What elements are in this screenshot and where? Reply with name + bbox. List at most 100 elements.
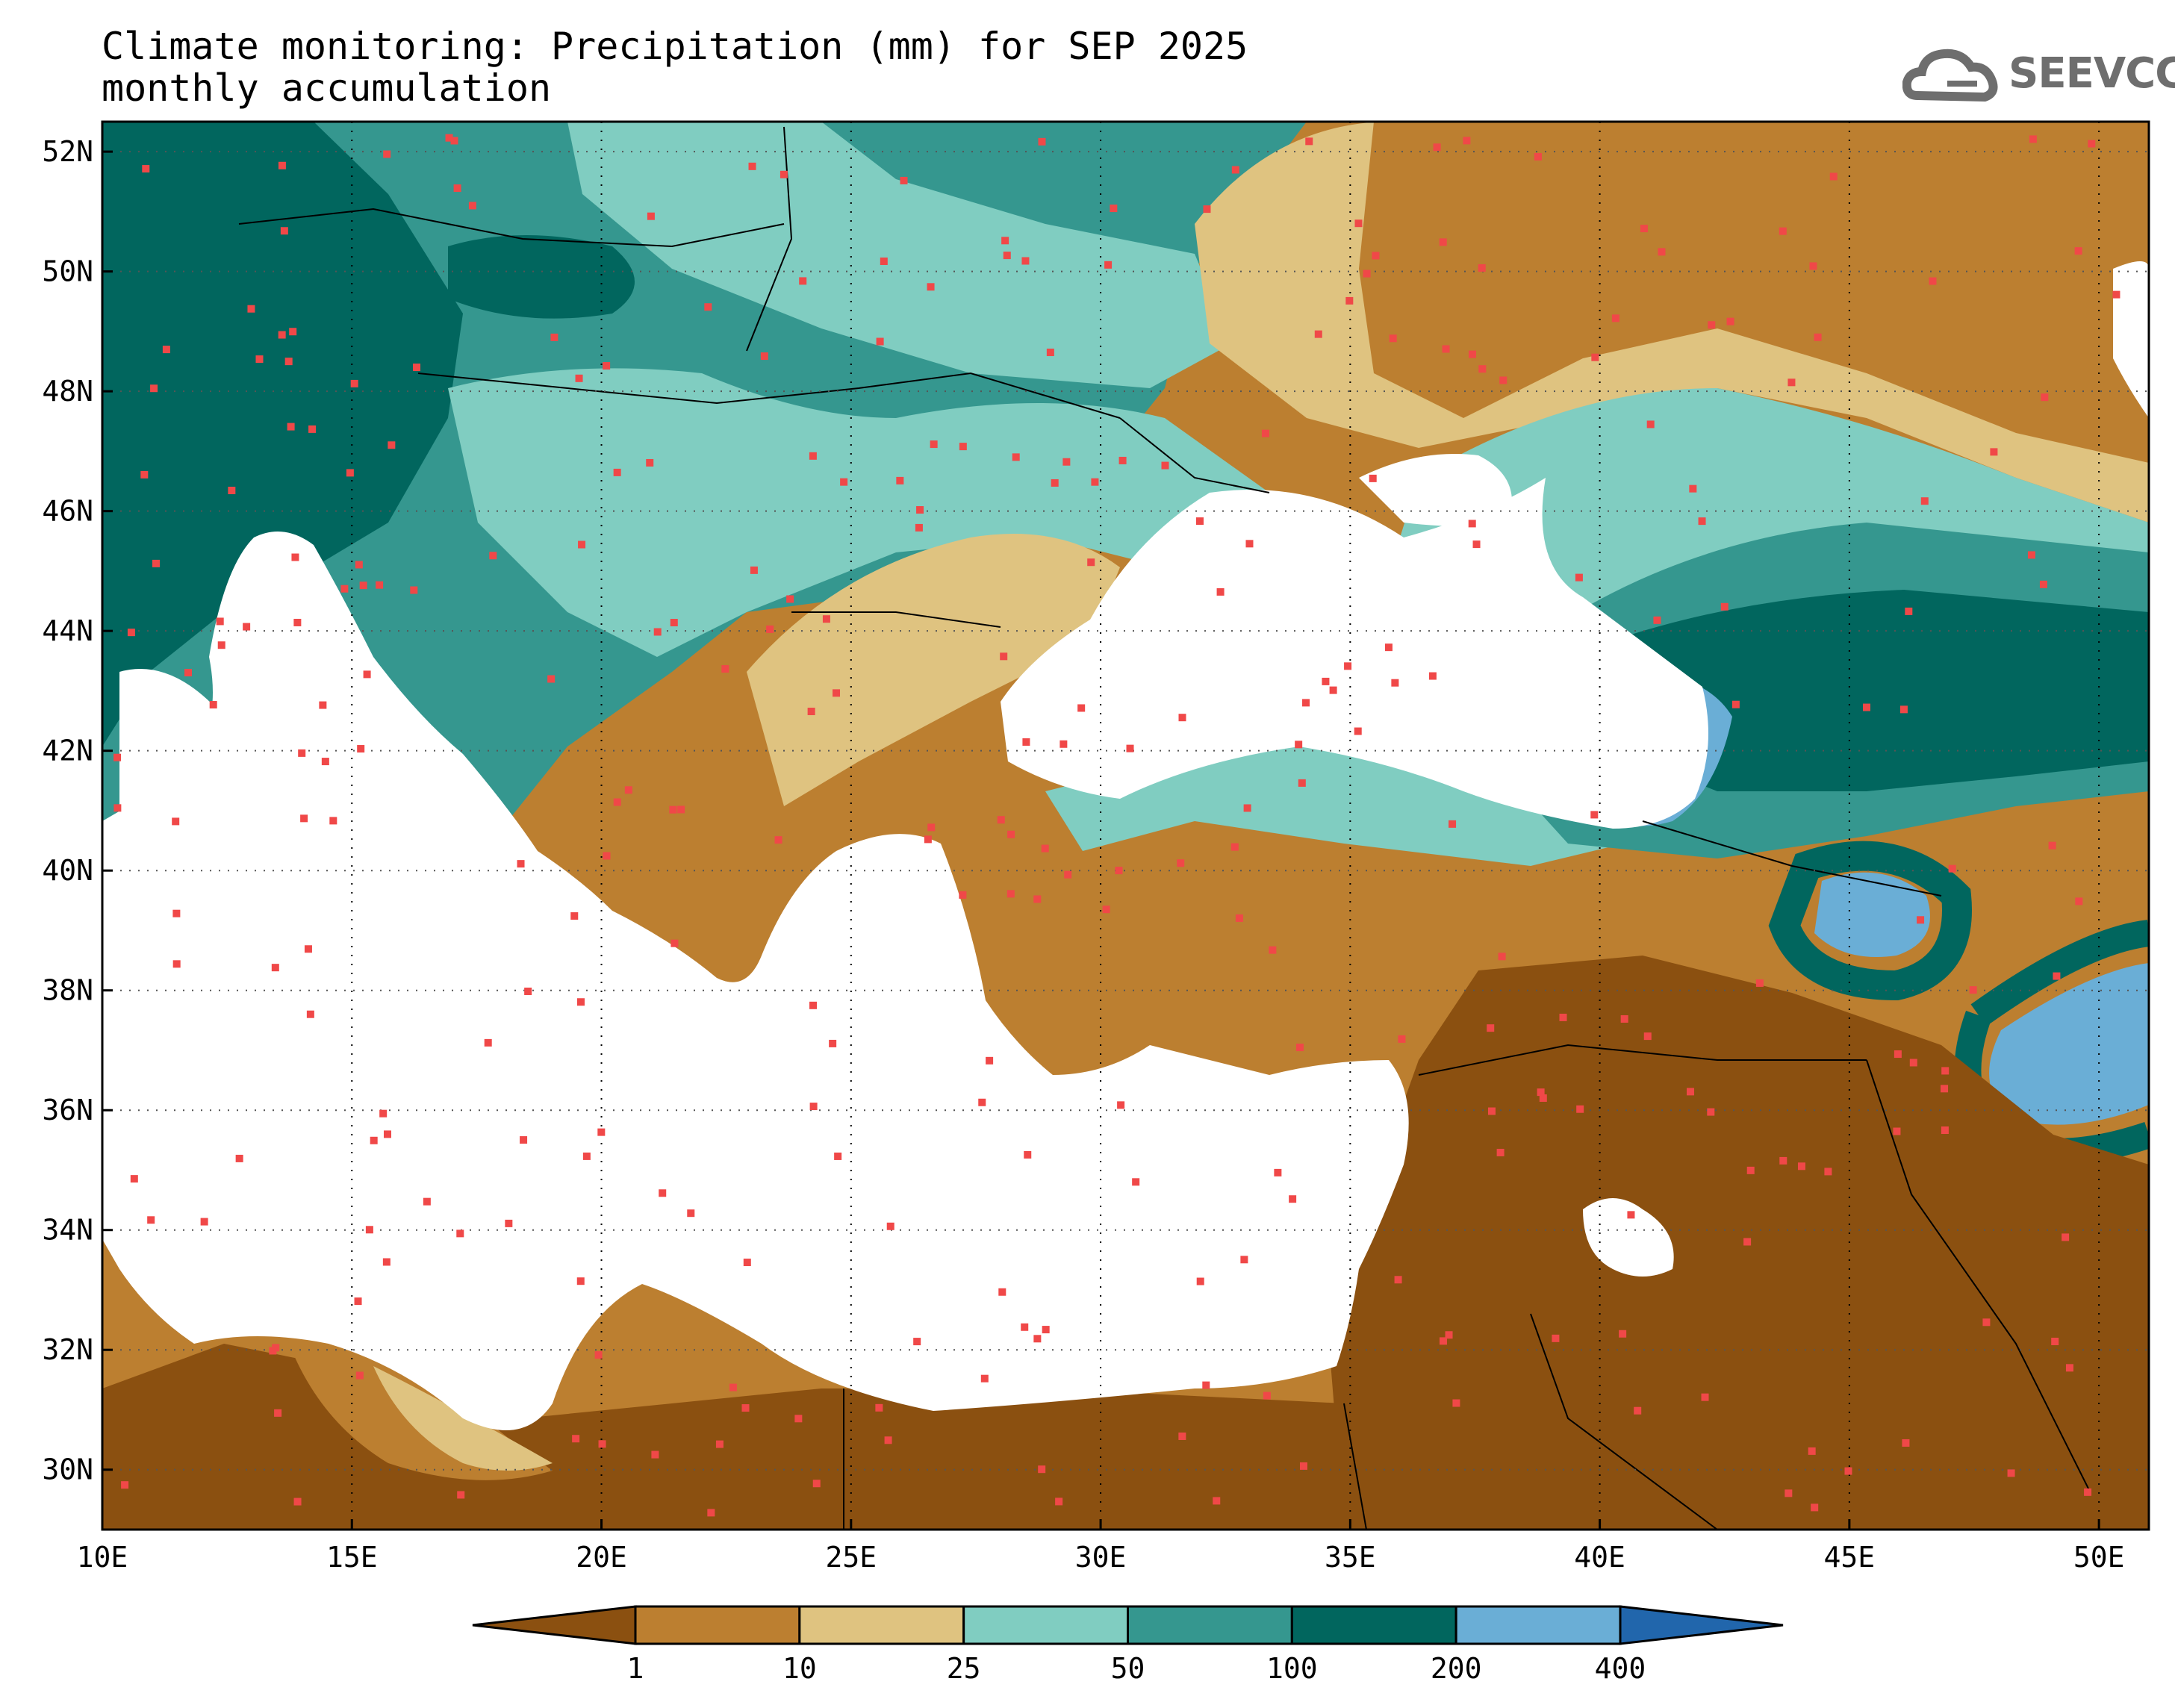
border-line — [1530, 1313, 1718, 1530]
station-marker — [1779, 1156, 1787, 1165]
station-marker — [1024, 1150, 1032, 1159]
station-marker — [1012, 453, 1020, 461]
station-marker — [978, 1098, 986, 1106]
station-marker — [1969, 986, 1977, 994]
station-marker — [1627, 1211, 1635, 1219]
station-marker — [520, 1136, 528, 1144]
station-marker — [1442, 345, 1450, 353]
station-marker — [524, 987, 532, 995]
map-area — [102, 122, 2149, 1530]
station-marker — [1539, 1094, 1547, 1102]
station-marker — [354, 1297, 362, 1306]
station-marker — [653, 628, 662, 636]
station-marker — [1060, 740, 1068, 748]
station-marker — [1808, 1447, 1816, 1455]
station-marker — [1575, 573, 1583, 582]
station-marker — [721, 665, 729, 673]
station-marker — [1829, 172, 1838, 181]
station-marker — [1746, 1166, 1755, 1174]
station-marker — [1814, 333, 1822, 341]
station-markers — [113, 134, 2120, 1517]
station-marker — [900, 176, 908, 184]
station-marker — [1689, 484, 1697, 493]
station-marker — [829, 1039, 837, 1047]
station-marker — [1787, 378, 1796, 387]
lon-tick-label: 10E — [77, 1541, 128, 1574]
lat-tick-label: 30N — [42, 1453, 93, 1486]
station-marker — [1077, 704, 1086, 712]
lon-tick-label: 30E — [1075, 1541, 1127, 1574]
station-marker — [582, 1152, 591, 1160]
colorbar-swatch — [634, 1605, 801, 1645]
station-marker — [833, 689, 841, 697]
station-marker — [1064, 870, 1072, 879]
black-sea — [1001, 478, 1708, 829]
station-marker — [291, 553, 299, 561]
field-very-dry-southeast — [1329, 956, 2149, 1530]
caspian-sea — [2113, 261, 2149, 418]
station-marker — [1917, 916, 1925, 924]
station-marker — [1055, 1497, 1063, 1506]
station-marker — [445, 134, 453, 142]
station-marker — [1000, 652, 1008, 661]
station-marker — [1087, 558, 1095, 567]
station-marker — [484, 1038, 492, 1047]
colorbar-label: 50 — [1111, 1652, 1145, 1685]
station-marker — [1003, 252, 1011, 260]
station-marker — [875, 1403, 883, 1412]
station-marker — [142, 165, 150, 173]
station-marker — [304, 945, 312, 953]
station-marker — [1909, 1059, 1917, 1067]
station-marker — [1590, 811, 1599, 819]
station-marker — [729, 1383, 737, 1391]
station-marker — [624, 786, 632, 794]
borders — [238, 126, 2091, 1530]
station-marker — [113, 804, 122, 812]
logo-text: SEEVCCC — [2008, 49, 2175, 98]
station-marker — [1552, 1334, 1560, 1342]
station-marker — [1643, 1032, 1652, 1041]
station-marker — [235, 1154, 243, 1162]
station-marker — [517, 860, 525, 868]
station-marker — [1161, 461, 1169, 470]
station-marker — [2007, 1469, 2015, 1477]
station-marker — [1243, 804, 1251, 812]
station-marker — [1046, 349, 1054, 357]
station-marker — [1487, 1107, 1496, 1115]
station-marker — [1620, 1014, 1628, 1023]
station-marker — [1203, 205, 1211, 214]
station-marker — [308, 425, 317, 433]
station-marker — [200, 1218, 208, 1226]
station-marker — [1289, 1195, 1297, 1203]
station-marker — [998, 1288, 1006, 1296]
station-marker — [1126, 744, 1134, 752]
station-marker — [319, 701, 327, 709]
colorbar-label: 1 — [627, 1652, 644, 1685]
station-marker — [293, 1497, 302, 1506]
station-marker — [1698, 517, 1706, 526]
station-marker — [505, 1219, 513, 1227]
station-marker — [1559, 1013, 1567, 1021]
station-marker — [807, 708, 815, 716]
map-frame — [101, 120, 2150, 1531]
lake-iraq — [1583, 1198, 1674, 1277]
station-marker — [1007, 830, 1015, 838]
station-marker — [651, 1450, 659, 1459]
station-marker — [172, 960, 181, 968]
station-marker — [113, 753, 122, 761]
station-marker — [913, 1338, 921, 1346]
field-heavy-armenia — [1814, 872, 1930, 957]
station-marker — [1899, 705, 1908, 714]
station-marker — [1213, 1497, 1221, 1505]
station-marker — [1468, 520, 1476, 528]
colorbar-swatch — [962, 1605, 1129, 1645]
station-marker — [1178, 1432, 1186, 1440]
station-marker — [321, 758, 329, 766]
lon-tick-label: 40E — [1574, 1541, 1625, 1574]
lat-tick-label: 50N — [42, 255, 93, 288]
station-marker — [1299, 1462, 1307, 1470]
field-moderate-north — [567, 122, 1232, 388]
station-marker — [388, 441, 396, 449]
station-marker — [357, 745, 365, 753]
